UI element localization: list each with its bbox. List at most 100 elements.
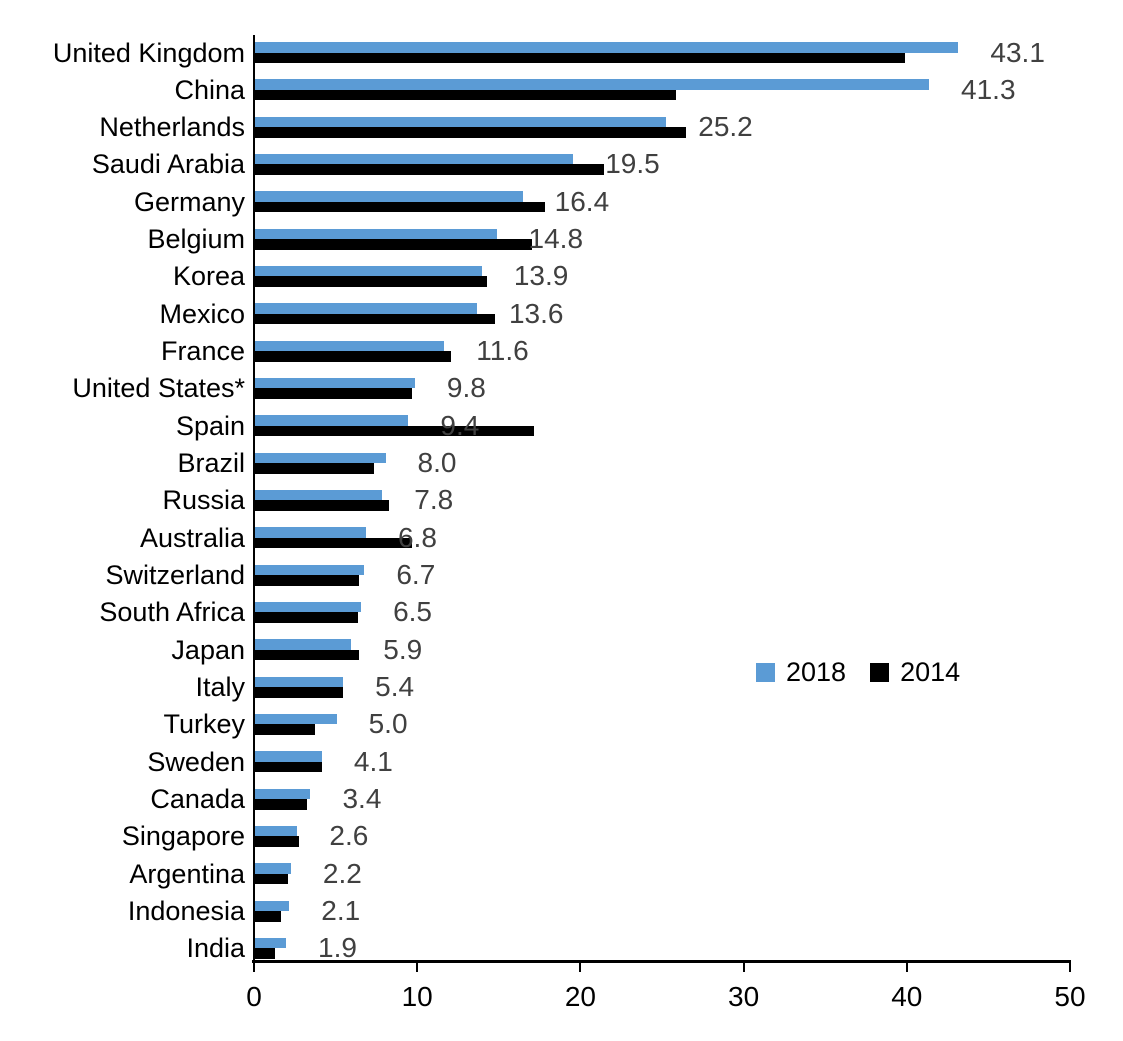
legend-swatch-icon (756, 663, 775, 682)
bar-2018-brazil (255, 452, 386, 464)
bar-2018-italy (255, 676, 344, 688)
bar-2014-argentina (255, 873, 288, 885)
bar-2018-china (255, 79, 930, 90)
value-label: 2.6 (329, 820, 369, 852)
category-label: Russia (162, 485, 245, 516)
category-label: Italy (195, 672, 245, 703)
bar-2014-spain (255, 425, 535, 437)
bar-2018-united-states (255, 377, 415, 389)
x-tick-label: 40 (891, 981, 923, 1012)
bar-2014-japan (255, 649, 360, 661)
category-label: Turkey (163, 709, 245, 740)
bar-2014-singapore (255, 836, 300, 847)
value-label: 5.9 (383, 633, 423, 665)
bar-2018-south-africa (255, 601, 362, 613)
bar-2014-sweden (255, 761, 322, 773)
category-label: China (174, 74, 245, 105)
value-label: 43.1 (990, 36, 1045, 68)
bar-2014-switzerland (255, 575, 360, 586)
bar-2014-canada (255, 799, 308, 810)
legend-entry-2018: 2018 (756, 659, 846, 686)
bar-2014-france (255, 351, 451, 362)
bar-2018-singapore (255, 825, 298, 837)
legend: 2018 2014 (756, 659, 960, 686)
value-label: 6.8 (397, 521, 437, 553)
legend-swatch-icon (870, 663, 890, 682)
x-tick-mark (416, 963, 419, 972)
value-label: 9.8 (446, 372, 486, 404)
y-axis-line (253, 35, 255, 971)
category-label: France (160, 336, 245, 367)
category-label: Singapore (121, 821, 245, 852)
bar-2018-argentina (255, 863, 291, 874)
value-label: 14.8 (528, 223, 584, 255)
bar-2014-south-africa (255, 612, 358, 623)
bar-2014-australia (255, 537, 412, 549)
category-label: Argentina (129, 858, 245, 889)
value-label: 13.6 (508, 297, 564, 329)
category-label: Mexico (159, 298, 245, 329)
value-label: 5.4 (375, 671, 415, 703)
value-label: 2.2 (322, 857, 362, 889)
x-tick-label: 30 (728, 981, 760, 1012)
bar-2018-turkey (255, 713, 337, 725)
bar-2018-netherlands (255, 116, 667, 128)
bar-2018-switzerland (255, 564, 365, 576)
bar-2014-india (255, 948, 275, 959)
bar-2018-united-kingdom (255, 42, 959, 53)
bar-2014-turkey (255, 724, 316, 735)
category-label: Netherlands (99, 112, 245, 143)
category-label: Spain (175, 410, 245, 441)
category-label: Canada (150, 784, 245, 815)
bar-2018-spain (255, 415, 409, 426)
value-label: 4.1 (353, 745, 393, 777)
category-label: Switzerland (105, 560, 245, 591)
value-label: 2.1 (321, 895, 361, 927)
value-label: 6.5 (393, 596, 433, 628)
category-label: United Kingdom (52, 37, 245, 68)
bar-2014-italy (255, 687, 344, 698)
category-label: Korea (172, 261, 245, 292)
category-label: Brazil (177, 448, 245, 479)
bar-2014-netherlands (255, 127, 686, 138)
bar-2018-korea (255, 265, 482, 277)
bar-2018-india (255, 937, 286, 949)
category-label: Belgium (147, 224, 245, 255)
x-tick-label: 50 (1054, 981, 1086, 1012)
x-tick-label: 10 (401, 981, 433, 1012)
value-label: 8.0 (417, 447, 457, 479)
legend-entry-2014: 2014 (870, 659, 960, 686)
bar-2018-canada (255, 788, 311, 800)
value-label: 1.9 (318, 932, 357, 964)
bar-2018-russia (255, 489, 383, 501)
legend-label: 2014 (900, 657, 961, 687)
bar-2018-indonesia (255, 900, 290, 912)
bar-2014-indonesia (255, 911, 282, 922)
x-tick-mark (742, 963, 745, 972)
value-label: 25.2 (698, 111, 753, 143)
x-tick-mark (1069, 963, 1071, 972)
category-label: United States* (72, 373, 245, 404)
value-label: 13.9 (513, 260, 569, 292)
bar-2014-korea (255, 276, 487, 287)
value-label: 6.7 (396, 559, 436, 591)
category-label: Sweden (147, 746, 245, 777)
bar-2014-china (255, 89, 677, 101)
value-label: 3.4 (342, 783, 382, 815)
bar-2018-saudi-arabia (255, 153, 574, 165)
category-label: Japan (171, 634, 245, 665)
bar-2018-sweden (255, 751, 322, 762)
value-label: 9.4 (440, 409, 480, 441)
x-axis-line (252, 960, 1071, 963)
x-tick-mark (905, 963, 908, 972)
bar-2018-france (255, 340, 445, 352)
bar-2014-belgium (255, 239, 533, 250)
bar-2014-saudi-arabia (255, 164, 605, 175)
x-tick-label: 20 (564, 981, 596, 1012)
category-label: Saudi Arabia (91, 149, 245, 180)
bar-2014-united-kingdom (255, 52, 905, 63)
bar-2018-australia (255, 527, 366, 538)
bar-2014-brazil (255, 463, 375, 474)
x-tick-mark (253, 963, 255, 972)
x-tick-mark (579, 963, 582, 972)
